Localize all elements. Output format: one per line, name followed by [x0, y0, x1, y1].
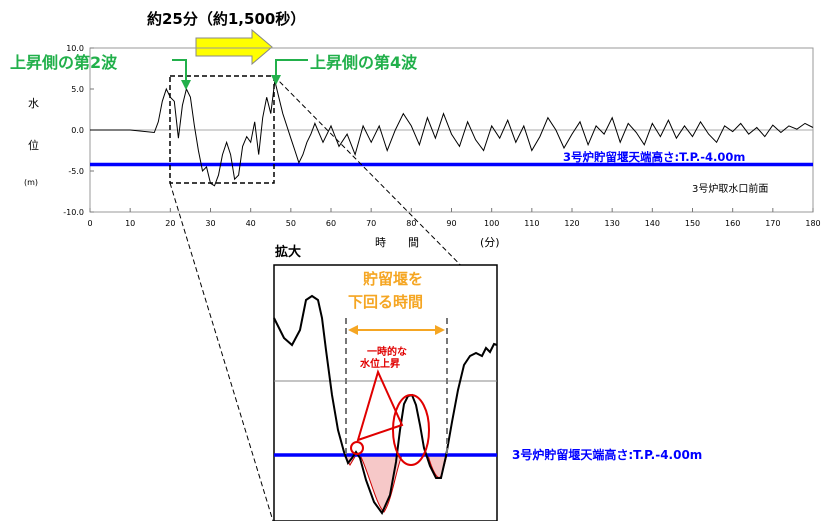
wave4-pointer	[275, 59, 308, 75]
y-tick-label: 5.0	[71, 85, 84, 94]
x-tick-label: 110	[524, 219, 539, 228]
inset-threshold-label: 3号炉貯留堰天端高さ:T.P.-4.00m	[512, 447, 702, 462]
x-tick-label: 90	[446, 219, 456, 228]
y-axis-unit: (m)	[24, 178, 38, 187]
x-tick-label: 160	[725, 219, 740, 228]
below-period-label-line1: 貯留堰を	[363, 270, 423, 288]
rise-marker-small	[350, 441, 364, 455]
duration-label: 約25分（約1,500秒）	[147, 10, 305, 28]
x-tick-label: 170	[765, 219, 780, 228]
y-tick-label: 10.0	[66, 44, 84, 53]
y-axis-label-1: 水	[28, 97, 39, 110]
rise-callout	[356, 369, 404, 442]
water-level-series	[90, 80, 814, 187]
wave4-arrowhead	[271, 75, 281, 85]
x-axis-label: 時 間	[375, 236, 419, 249]
rise-marker-large	[392, 394, 430, 466]
x-tick-label: 120	[564, 219, 579, 228]
below-threshold-hatch-2	[359, 454, 403, 513]
rise-label-line2: 水位上昇	[359, 357, 400, 370]
y-axis-label-2: 位	[28, 138, 39, 152]
zoom-inset: 拡大 貯留堰を 下回る時間 一時的な 水位上昇	[273, 244, 498, 521]
wave2-label: 上昇側の第2波	[10, 53, 118, 72]
zoom-guide-right	[273, 75, 496, 301]
x-tick-label: 140	[645, 219, 660, 228]
location-label: 3号炉取水口前面	[692, 182, 768, 195]
below-period-label-line2: 下回る時間	[348, 293, 423, 311]
wave4-label: 上昇側の第4波	[310, 53, 418, 72]
zoom-guide-left	[169, 182, 274, 521]
wave2-arrowhead	[181, 80, 191, 90]
x-tick-label: 80	[406, 219, 416, 228]
y-tick-label: -5.0	[68, 167, 84, 176]
x-axis-unit: (分)	[480, 236, 500, 249]
x-tick-label: 10	[125, 219, 135, 228]
zoom-region-box	[169, 75, 275, 184]
x-tick-label: 40	[246, 219, 256, 228]
below-period-arrow-left	[348, 325, 358, 335]
x-tick-label: 20	[165, 219, 175, 228]
x-tick-label: 60	[326, 219, 336, 228]
y-tick-label: -10.0	[63, 208, 84, 217]
below-period-arrow-right	[435, 325, 445, 335]
inset-water-level-series	[273, 294, 498, 515]
threshold-label: 3号炉貯留堰天端高さ:T.P.-4.00m	[563, 150, 745, 164]
x-tick-label: 130	[605, 219, 620, 228]
x-tick-label: 30	[205, 219, 215, 228]
duration-arrow	[195, 28, 273, 66]
y-tick-label: 0.0	[71, 126, 84, 135]
x-tick-label: 0	[87, 219, 92, 228]
x-tick-label: 180	[805, 219, 820, 228]
zoom-title: 拡大	[275, 244, 301, 260]
x-tick-label: 50	[286, 219, 296, 228]
x-tick-label: 70	[366, 219, 376, 228]
x-tick-label: 100	[484, 219, 499, 228]
x-tick-label: 150	[685, 219, 700, 228]
rise-label-line1: 一時的な	[367, 345, 407, 358]
wave2-pointer	[172, 59, 187, 80]
